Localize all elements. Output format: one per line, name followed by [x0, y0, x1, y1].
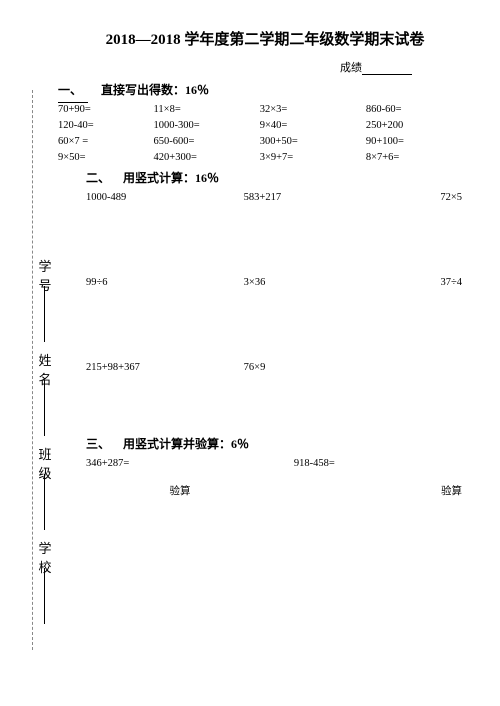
- s2-cell: 583+217: [244, 192, 390, 203]
- score-line: 成绩: [58, 59, 472, 75]
- s1-cell: 70+90=: [58, 104, 154, 115]
- s1-cell: 60×7 =: [58, 136, 154, 147]
- section-2-head: 二、 用竖式计算：16％: [86, 169, 472, 186]
- yan-label: 验算: [274, 483, 472, 498]
- s1-cell: 300+50=: [260, 136, 366, 147]
- binding-label-xuexiao: 学校: [36, 538, 54, 576]
- s3-cell: 918-458=: [294, 458, 472, 469]
- s1-cell: 9×40=: [260, 120, 366, 131]
- section-1-head: 一、 直接写出得数：16％: [58, 81, 472, 98]
- s2-cell: 215+98+367: [86, 362, 244, 373]
- s1-cell: 32×3=: [260, 104, 366, 115]
- section-2-num: 二、: [86, 171, 110, 185]
- s2-cell: 3×36: [244, 277, 390, 288]
- section-1-rule: [58, 102, 88, 103]
- s1-cell: 860-60=: [366, 104, 472, 115]
- s1-cell: 1000-300=: [154, 120, 260, 131]
- s1-row: 60×7 = 650-600= 300+50= 90+100=: [58, 136, 472, 147]
- s2-row: 99÷6 3×36 37÷4: [86, 277, 472, 288]
- score-label: 成绩: [340, 62, 362, 74]
- s1-cell: 650-600=: [154, 136, 260, 147]
- page-content: 2018—2018 学年度第二学期二年级数学期末试卷 成绩 一、 直接写出得数：…: [0, 0, 500, 518]
- s2-cell: 76×9: [244, 362, 390, 373]
- section-3-title: 用竖式计算并验算：6％: [123, 437, 249, 451]
- section-1-num: 一、: [58, 83, 82, 97]
- s1-cell: 250+200: [366, 120, 472, 131]
- score-blank: [362, 74, 412, 75]
- s1-cell: 90+100=: [366, 136, 472, 147]
- s2-cell: 1000-489: [86, 192, 244, 203]
- binding-line-4: [44, 568, 45, 624]
- yan-label: 验算: [86, 483, 274, 498]
- yan-row: 验算 验算: [86, 483, 472, 498]
- exam-title: 2018—2018 学年度第二学期二年级数学期末试卷: [58, 28, 472, 49]
- s1-row: 70+90= 11×8= 32×3= 860-60=: [58, 104, 472, 115]
- s1-cell: 120-40=: [58, 120, 154, 131]
- s1-row: 120-40= 1000-300= 9×40= 250+200: [58, 120, 472, 131]
- s1-row: 9×50= 420+300= 3×9+7= 8×7+6=: [58, 152, 472, 163]
- work-space: [58, 294, 472, 356]
- work-space: [58, 379, 472, 429]
- s1-cell: 9×50=: [58, 152, 154, 163]
- section-3-num: 三、: [86, 437, 110, 451]
- s2-row: 215+98+367 76×9: [86, 362, 472, 373]
- s1-cell: 8×7+6=: [366, 152, 472, 163]
- s3-row: 346+287= 918-458=: [86, 458, 472, 469]
- s1-cell: 11×8=: [154, 104, 260, 115]
- s2-cell: 99÷6: [86, 277, 244, 288]
- section-2-title: 用竖式计算：16％: [123, 171, 219, 185]
- s2-cell: 37÷4: [389, 277, 472, 288]
- s1-cell: 420+300=: [154, 152, 260, 163]
- s3-cell: 346+287=: [86, 458, 294, 469]
- s2-cell: 72×5: [389, 192, 472, 203]
- section-1-title: 直接写出得数：16％: [101, 83, 209, 97]
- s1-cell: 3×9+7=: [260, 152, 366, 163]
- s2-cell: [389, 362, 472, 373]
- work-space: [58, 209, 472, 271]
- section-3-head: 三、 用竖式计算并验算：6％: [86, 435, 472, 452]
- s2-row: 1000-489 583+217 72×5: [86, 192, 472, 203]
